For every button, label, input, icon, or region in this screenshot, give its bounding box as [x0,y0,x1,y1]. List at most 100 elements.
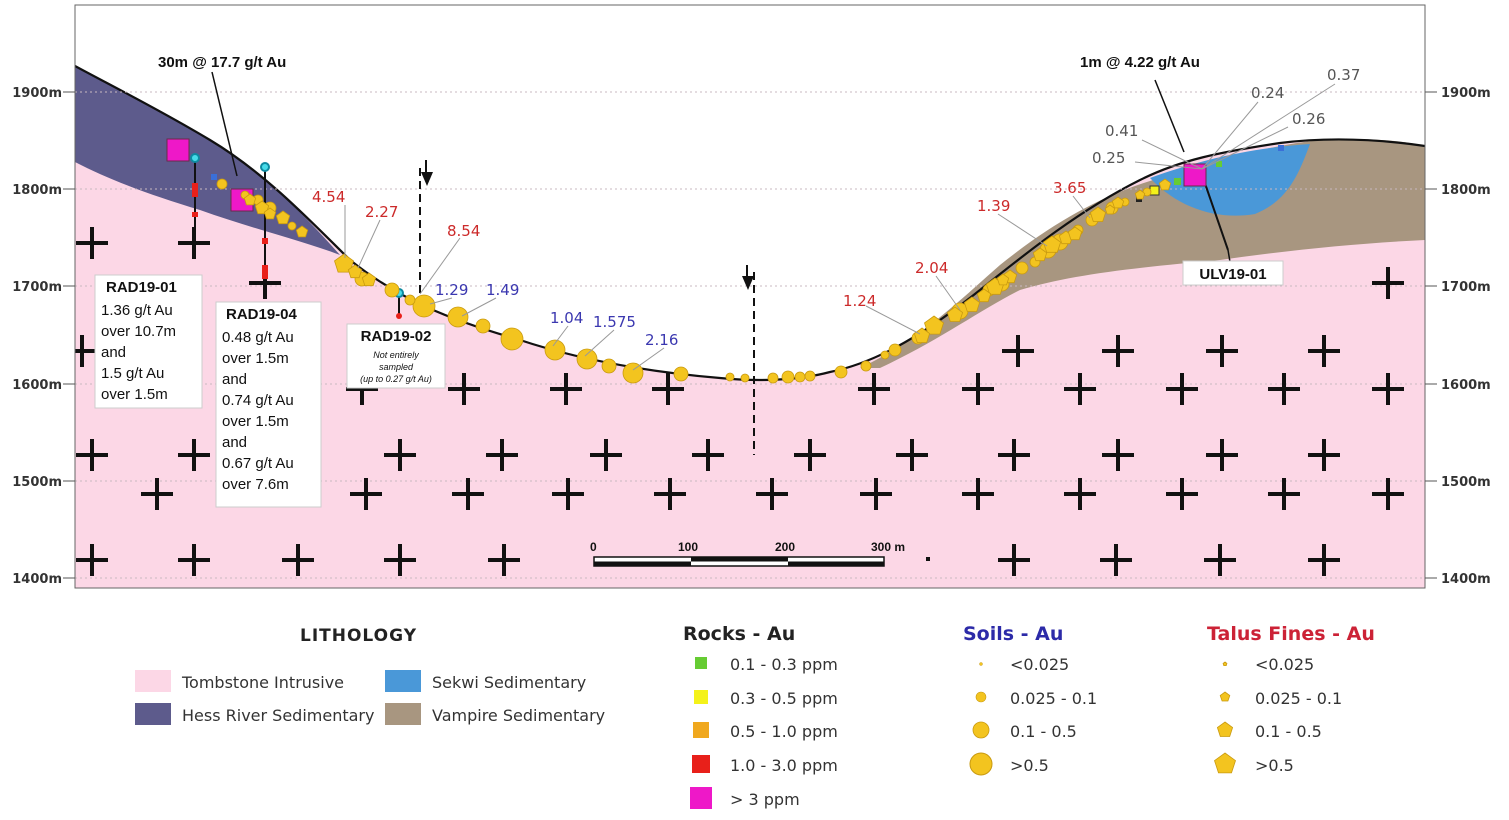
geochem-samples [216,178,1172,384]
elevation-label-left: 1400m [12,572,62,587]
soil-sample [622,362,644,384]
drillhole-line: over 1.5m [101,386,168,403]
scale-label: 100 [678,540,698,554]
rock-sample-gt3 [1183,163,1207,187]
talus-value: 2.27 [365,203,398,221]
rock-value: 0.26 [1292,110,1325,128]
rock-value: 0.41 [1105,122,1138,140]
ulv19-01-label: ULV19-01 [1182,260,1284,286]
soil-swatch [969,752,993,776]
soil-sample [880,350,890,360]
talus-sample [334,253,354,273]
legend: LITHOLOGY Tombstone Intrusive Sekwi Sedi… [135,623,1375,809]
rock-legend-label: 0.5 - 1.0 ppm [730,722,838,741]
elevation-label-right: 1400m [1441,572,1491,587]
soil-value: 2.16 [645,331,678,349]
soil-legend-label: >0.5 [1010,756,1049,775]
rock-sample-0-1 [1216,161,1222,167]
talus-sample [1134,189,1146,200]
rock-swatch [694,690,708,704]
drillhole-name: RAD19-01 [106,279,177,296]
talus-sample [976,288,992,303]
rock-swatch [693,722,709,738]
rock-value: 0.37 [1327,66,1360,84]
intercept-marker [192,183,198,197]
vampire-swatch [385,703,421,725]
leader [865,305,921,335]
rock-legend-label: 0.1 - 0.3 ppm [730,655,838,674]
leader [1201,101,1259,170]
leader [357,219,381,269]
intrusive-pattern [75,227,1404,576]
vampire-sedimentary-unit [860,139,1425,368]
talus-value: 8.54 [447,222,480,240]
leader [461,297,497,317]
talus-sample [243,193,257,206]
rock-swatch [690,787,712,809]
rock-value: 0.25 [1092,149,1125,167]
leader [1134,161,1203,170]
rock-legend-label: > 3 ppm [730,790,800,809]
talus-sample [1089,206,1107,222]
drillhole-line: over 1.5m [222,350,289,367]
leader [935,275,961,311]
intercept-marker [396,313,402,319]
talus-sample [1158,178,1172,191]
soil-sample [216,178,228,190]
soil-sample [500,327,524,351]
soil-sample [767,372,779,384]
talus-legend-label: >0.5 [1255,756,1294,775]
soil-swatch [972,721,990,739]
rock-swatch [692,755,710,773]
talus-value: 3.65 [1053,179,1086,197]
soil-legend-label: 0.1 - 0.5 [1010,722,1077,741]
talus-sample [295,225,309,238]
scale-bar-dot [926,557,930,561]
soil-sample [576,348,598,370]
talus-value: 2.04 [915,259,948,277]
rock-sample [211,174,217,180]
talus-sample [1032,247,1048,262]
fault-1-arrow-icon [421,172,433,186]
leader [584,329,615,357]
sekwi-sedimentary-unit [1150,144,1310,216]
soil-sample [740,373,750,383]
intercept-marker [262,238,268,244]
lithology-legend-title: LITHOLOGY [300,626,417,646]
ulv-label-leader [1227,249,1231,263]
talus-swatch [1214,752,1236,774]
elevation-label-left: 1900m [12,86,62,101]
soil-sample [1015,261,1029,275]
right-intercept-callout: 1m @ 4.22 g/t Au [1080,54,1200,71]
rock-sample [1278,145,1284,151]
soil-sample [888,343,902,357]
soil-sample [781,370,795,384]
tombstone-swatch [135,670,171,692]
callout-leaders [211,71,1336,371]
drillhole-line: over 7.6m [222,476,289,493]
elevation-label-right: 1600m [1441,378,1491,393]
soil-swatch [979,662,983,666]
lithology-label: Hess River Sedimentary [182,706,374,725]
soil-sample [673,366,689,382]
rocks-legend-title: Rocks - Au [683,623,795,645]
elevation-axis: 1900m 1900m 1800m 1800m 1700m 1700m 1600m 1600m… [12,86,1490,587]
soil-sample [804,370,816,382]
soil-value-labels: 1.29 1.49 1.04 1.575 2.16 [435,281,678,349]
label-box [94,274,203,409]
drillhole-note: sampled [379,362,414,372]
soil-value: 1.29 [435,281,468,299]
talus-legend-label: 0.025 - 0.1 [1255,689,1342,708]
elevation-label-right: 1500m [1441,475,1491,490]
talus-sample [1042,235,1062,253]
leader [1141,139,1203,170]
rock-value: 0.24 [1251,84,1284,102]
rock-sample-0-1 [1174,178,1181,185]
drillhole-line: over 1.5m [222,413,289,430]
leader [1072,195,1091,219]
collar-icon [190,153,200,163]
rock-value-labels: 0.37 0.24 0.41 0.26 0.25 [1092,66,1360,167]
talus-sample [913,327,931,343]
